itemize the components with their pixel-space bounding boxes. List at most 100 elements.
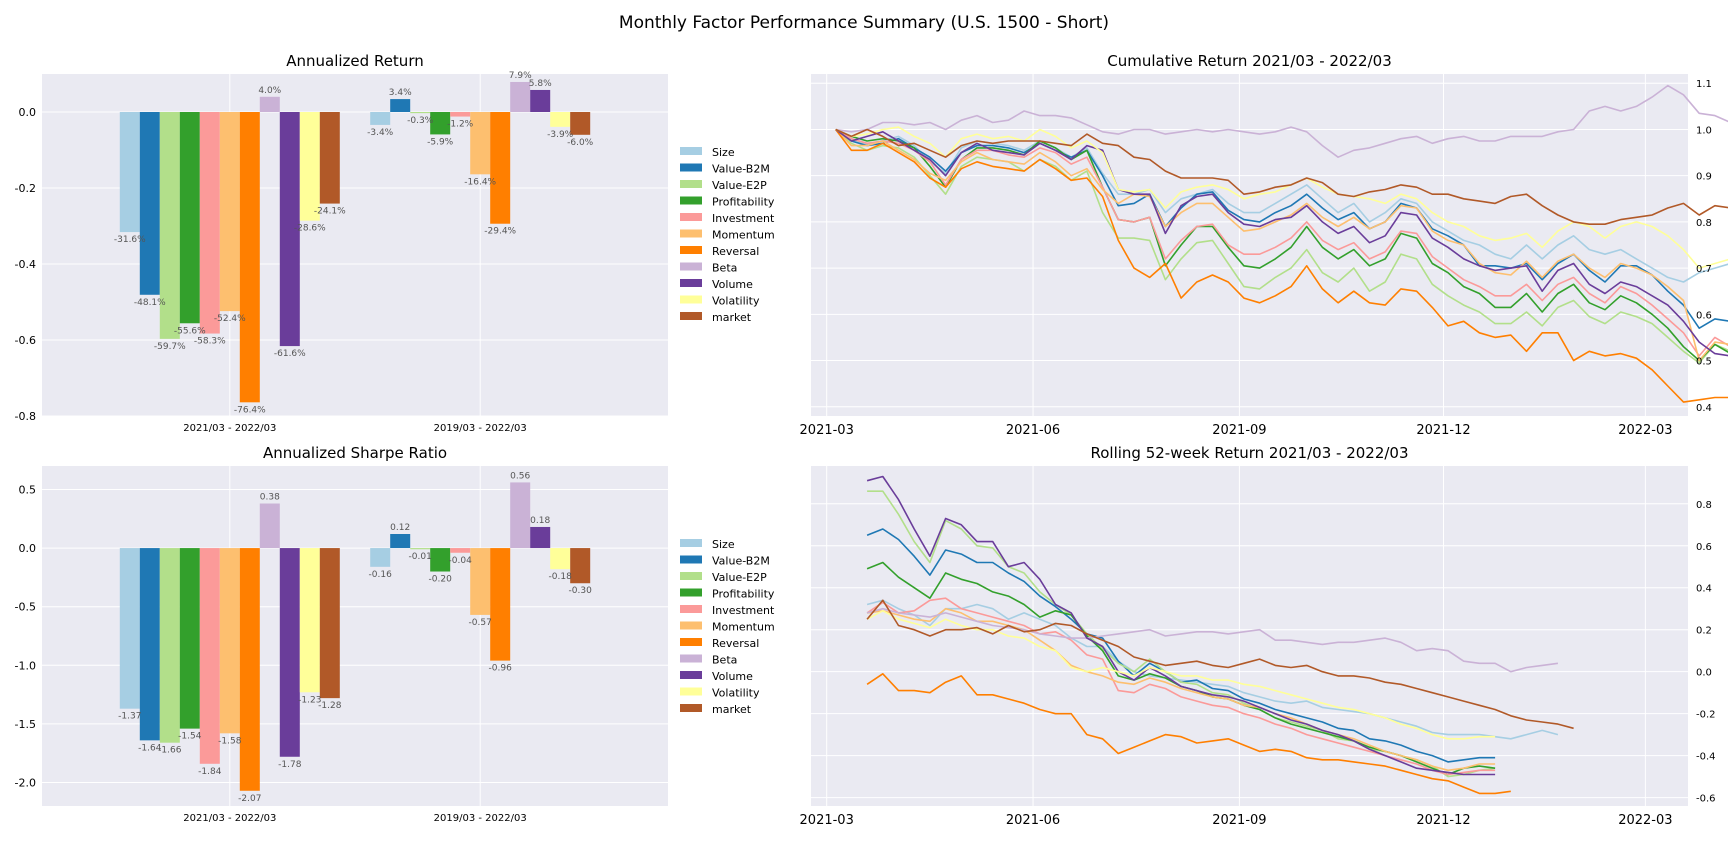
legend-swatch — [680, 213, 702, 221]
bar-data-label: -1.78 — [278, 760, 302, 770]
bar-investment — [450, 112, 471, 117]
legend-swatch — [680, 588, 702, 597]
legend-swatch — [680, 163, 702, 172]
legend-swatch — [680, 196, 702, 205]
bar-data-label: -31.6% — [114, 235, 146, 245]
bar-investment — [199, 112, 220, 334]
y-tick-label: 0.9 — [1696, 172, 1712, 183]
y-tick-label: 1.1 — [1696, 79, 1712, 90]
legend-swatch — [680, 147, 702, 155]
series-line-momentum — [866, 607, 1496, 772]
y-tick-label: -1.0 — [15, 659, 36, 672]
series-line-value-b2m — [835, 128, 1728, 330]
bar-value-b2m — [390, 99, 411, 112]
bar-data-label: -29.4% — [484, 227, 516, 237]
bar-value-b2m — [139, 112, 160, 295]
legend-label: Value-E2P — [712, 179, 767, 192]
bar-size — [370, 548, 391, 567]
bar-value-b2m — [390, 534, 411, 549]
bar-momentum — [219, 112, 240, 312]
legend-label: market — [712, 311, 752, 324]
legend-label: Reversal — [712, 637, 759, 650]
y-tick-label: 0.0 — [19, 542, 37, 555]
x-tick-label: 2021-12 — [1416, 423, 1470, 438]
bar-profitability — [430, 548, 451, 572]
bar-data-label: -1.58 — [218, 736, 242, 746]
legend-swatch — [680, 262, 702, 271]
bar-beta — [259, 96, 280, 112]
bar-data-label: -6.0% — [567, 138, 594, 148]
bar-profitability — [430, 112, 451, 135]
bar-data-label: -3.9% — [547, 130, 574, 140]
bar-data-label: -1.54 — [178, 732, 202, 742]
legend-swatch — [680, 638, 702, 646]
x-category-label: 2019/03 - 2022/03 — [434, 423, 527, 434]
x-category-label: 2021/03 - 2022/03 — [183, 813, 276, 824]
series-line-value-e2p — [835, 128, 1728, 364]
bar-data-label: -1.37 — [118, 712, 141, 722]
bar-data-label: 5.8% — [529, 79, 552, 89]
bar-data-label: -1.28 — [318, 701, 342, 711]
bar-data-label: -52.4% — [214, 314, 246, 324]
bar-volatility — [299, 548, 320, 693]
legend-label: Value-B2M — [712, 555, 770, 568]
legend-swatch — [680, 295, 702, 304]
y-tick-label: -0.8 — [15, 410, 36, 423]
legend-swatch — [680, 671, 702, 679]
bar-data-label: -0.96 — [489, 664, 513, 674]
series-line-beta — [835, 84, 1728, 158]
bar-volume — [279, 112, 300, 347]
y-tick-label: 0.7 — [1696, 264, 1712, 275]
x-category-label: 2019/03 - 2022/03 — [434, 813, 527, 824]
x-tick-label: 2021-03 — [800, 423, 854, 438]
bar-value-e2p — [159, 548, 180, 743]
x-tick-label: 2021-03 — [800, 813, 854, 828]
legend-label: Investment — [712, 604, 775, 617]
series-line-market — [866, 599, 1574, 730]
subplot-title: Rolling 52-week Return 2021/03 - 2022/03 — [1090, 444, 1408, 462]
series-line-reversal — [835, 129, 1728, 403]
bar-size — [119, 112, 140, 233]
legend-label: Value-B2M — [712, 163, 770, 176]
bar-data-label: 7.9% — [509, 71, 532, 81]
bar-momentum — [470, 548, 491, 615]
bar-data-label: -0.18 — [549, 572, 573, 582]
y-tick-label: 1.0 — [1696, 125, 1712, 136]
bar-data-label: -24.1% — [314, 207, 346, 217]
line-chart-3 — [811, 466, 1688, 806]
y-tick-label: -2.0 — [15, 777, 36, 790]
legend-label: Beta — [712, 654, 737, 667]
bar-volume — [530, 89, 551, 112]
bar-volatility — [550, 548, 571, 570]
bar-data-label: -76.4% — [234, 405, 266, 415]
legend-label: Volume — [712, 278, 753, 291]
bar-value-e2p — [410, 548, 431, 550]
bar-volume — [279, 548, 300, 757]
bar-data-label: -1.64 — [138, 743, 162, 753]
series-line-market — [835, 128, 1728, 225]
bar-reversal — [239, 112, 260, 403]
bar-data-label: -0.3% — [407, 116, 434, 126]
bar-data-label: -58.3% — [194, 337, 226, 347]
bar-profitability — [179, 548, 200, 729]
legend-label: Momentum — [712, 229, 775, 242]
bar-data-label: -0.16 — [369, 570, 393, 580]
bar-momentum — [219, 548, 240, 734]
legend-label: Volume — [712, 670, 753, 683]
bar-size — [370, 112, 391, 125]
bar-size — [119, 548, 140, 709]
y-tick-label: 0.2 — [1696, 626, 1712, 637]
series-line-reversal — [866, 672, 1511, 795]
bar-investment — [450, 548, 471, 553]
legend-label: Profitability — [712, 196, 775, 209]
y-tick-label: -0.6 — [1696, 794, 1716, 805]
legend-label: Value-E2P — [712, 571, 767, 584]
legend-label: Volatility — [712, 295, 760, 308]
bar-volatility — [550, 112, 571, 127]
x-tick-label: 2021-06 — [1006, 813, 1060, 828]
series-line-volume — [835, 128, 1728, 357]
bar-data-label: -1.84 — [198, 767, 222, 777]
x-tick-label: 2021-09 — [1212, 423, 1266, 438]
legend-swatch — [680, 605, 702, 613]
